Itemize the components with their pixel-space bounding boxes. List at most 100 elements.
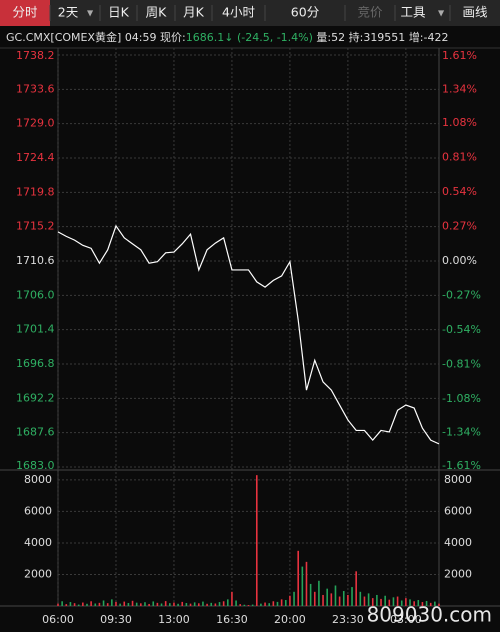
toolbar-tab[interactable]: 工具	[400, 5, 426, 20]
volume: 量:52	[316, 31, 345, 44]
x-tick-label: 20:00	[274, 613, 306, 626]
y-tick-label: 1710.6	[16, 254, 55, 267]
toolbar	[0, 0, 500, 26]
volume-bar	[65, 604, 68, 606]
volume-bar	[177, 603, 179, 606]
price-line	[57, 224, 440, 445]
volume-bar	[305, 561, 308, 606]
toolbar-tab[interactable]: 画线	[462, 5, 488, 20]
y-tick-label: 1683.0	[16, 459, 55, 472]
y2-tick-label: -1.34%	[442, 425, 481, 438]
volume-bar	[367, 593, 370, 606]
volume-bar	[355, 571, 357, 606]
volume-bar	[156, 602, 159, 606]
volume-tick-label: 2000	[24, 567, 52, 580]
volume-tick-label: 6000	[24, 504, 52, 517]
volume-bar	[272, 601, 275, 606]
y2-tick-label: 0.00%	[442, 254, 477, 267]
toolbar-tab[interactable]: 4小时	[222, 5, 255, 20]
info-line: GC.CMX[COMEX黄金] 04:59 现价:1686.1↓ (-24.5,…	[6, 30, 448, 44]
volume-bar	[251, 604, 254, 606]
y2-tick-label: -0.54%	[442, 323, 481, 336]
volume-bar	[347, 594, 349, 606]
x-tick-label: 23:30	[332, 613, 364, 626]
volume-bar	[86, 603, 88, 606]
y-tick-label: 1729.0	[16, 117, 55, 130]
price-label: 现价:	[160, 31, 186, 44]
volume-bar	[127, 603, 130, 606]
volume-bar	[392, 597, 395, 606]
volume-bar	[239, 604, 242, 606]
toolbar-tab[interactable]: 周K	[146, 5, 168, 20]
volume-bar	[380, 598, 382, 606]
volume-bar	[413, 601, 415, 606]
symbol: GC.CMX[COMEX黄金]	[6, 30, 121, 44]
volume-bar	[181, 601, 184, 606]
toolbar-tab[interactable]: 分时	[12, 5, 38, 20]
y-tick-label: 1701.4	[16, 323, 55, 336]
active-tab-bg	[0, 0, 50, 26]
volume-bar	[206, 603, 208, 606]
volume-bar	[111, 599, 113, 606]
volume-bar	[231, 591, 233, 606]
y2-tick-label: 1.61%	[442, 49, 477, 62]
volume-bar	[409, 599, 411, 606]
volume-bar	[140, 603, 142, 606]
volume-bar	[214, 603, 217, 606]
volume-bar	[202, 601, 204, 606]
volume-bar	[429, 602, 432, 606]
volume-bar	[119, 603, 121, 606]
x-tick-label: 09:30	[100, 613, 132, 626]
volume-bar	[164, 601, 167, 606]
y-tick-label: 1724.4	[16, 151, 55, 164]
y-tick-label: 1696.8	[16, 357, 55, 370]
volume-bar	[313, 591, 316, 606]
volume-bar	[61, 601, 63, 606]
volume-bar	[193, 602, 196, 606]
y2-tick-label: 0.54%	[442, 185, 477, 198]
volume-tick-label: 6000	[444, 504, 472, 517]
x-tick-label: 13:00	[158, 613, 190, 626]
volume-bar	[82, 602, 84, 606]
y2-tick-label: -0.27%	[442, 289, 481, 302]
dropdown-arrow: ▼	[438, 9, 445, 18]
y-tick-label: 1738.2	[16, 49, 55, 62]
y2-tick-label: 1.34%	[442, 83, 477, 96]
volume-bar	[77, 604, 80, 606]
toolbar-tab[interactable]: 月K	[183, 5, 205, 20]
change: (-24.5, -1.4%)	[237, 31, 313, 44]
y2-tick-label: -0.81%	[442, 358, 481, 371]
volume-bar	[388, 599, 391, 606]
volume-bar	[342, 591, 345, 606]
volume-bar	[210, 602, 213, 606]
volume-bar	[396, 596, 399, 606]
volume-bar	[330, 593, 333, 606]
volume-bar	[400, 600, 403, 606]
volume-tick-label: 8000	[444, 473, 472, 486]
volume-bar	[57, 603, 59, 606]
volume-bar	[289, 595, 291, 606]
volume-bar	[268, 603, 271, 606]
volume-bar	[169, 603, 171, 606]
volume-bar	[226, 599, 229, 606]
volume-bar	[260, 603, 262, 606]
volume-bar	[131, 600, 134, 606]
volume-bar	[363, 596, 366, 606]
volume-bar	[173, 602, 175, 606]
volume-bar	[102, 600, 105, 606]
volume-bar	[334, 585, 337, 606]
volume-bar	[371, 598, 374, 606]
volume-bar	[376, 594, 378, 606]
toolbar-tab[interactable]: 2天	[58, 5, 79, 20]
toolbar-tab[interactable]: 60分	[291, 5, 319, 20]
x-tick-label: 16:30	[216, 613, 248, 626]
volume-bar	[338, 596, 341, 606]
volume-bar	[135, 602, 138, 606]
volume-bar	[198, 603, 200, 606]
volume-bar	[264, 602, 266, 606]
toolbar-tab[interactable]: 竞价	[357, 5, 383, 20]
toolbar-tab[interactable]: 日K	[108, 5, 130, 20]
watermark: 809030.com	[367, 603, 492, 627]
